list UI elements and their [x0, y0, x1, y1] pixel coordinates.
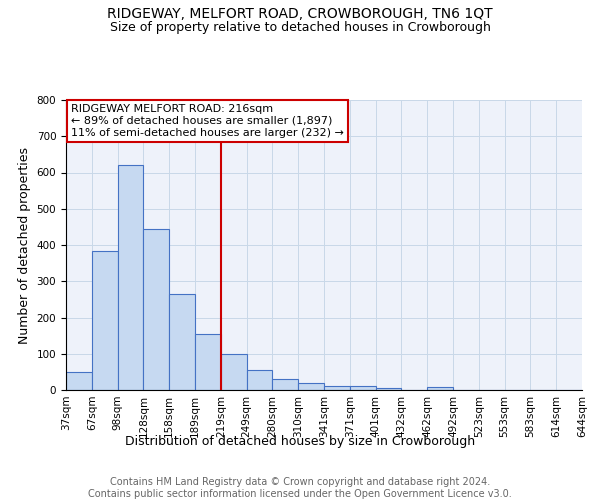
Bar — [247, 370, 272, 390]
Bar — [118, 164, 143, 390]
Text: RIDGEWAY MELFORT ROAD: 216sqm
← 89% of detached houses are smaller (1,897)
11% o: RIDGEWAY MELFORT ROAD: 216sqm ← 89% of d… — [71, 104, 344, 138]
Bar — [221, 354, 247, 390]
Y-axis label: Number of detached properties: Number of detached properties — [18, 146, 31, 344]
Text: Distribution of detached houses by size in Crowborough: Distribution of detached houses by size … — [125, 435, 475, 448]
Text: RIDGEWAY, MELFORT ROAD, CROWBOROUGH, TN6 1QT: RIDGEWAY, MELFORT ROAD, CROWBOROUGH, TN6… — [107, 8, 493, 22]
Bar — [169, 294, 195, 390]
Bar — [324, 386, 350, 390]
Text: Contains HM Land Registry data © Crown copyright and database right 2024.
Contai: Contains HM Land Registry data © Crown c… — [88, 478, 512, 499]
Text: Size of property relative to detached houses in Crowborough: Size of property relative to detached ho… — [110, 21, 490, 34]
Bar — [298, 384, 324, 390]
Bar — [195, 334, 221, 390]
Bar — [143, 228, 169, 390]
Bar — [376, 388, 401, 390]
Bar — [350, 386, 376, 390]
Bar — [427, 387, 453, 390]
Bar — [92, 251, 118, 390]
Bar — [66, 372, 92, 390]
Bar — [272, 379, 298, 390]
